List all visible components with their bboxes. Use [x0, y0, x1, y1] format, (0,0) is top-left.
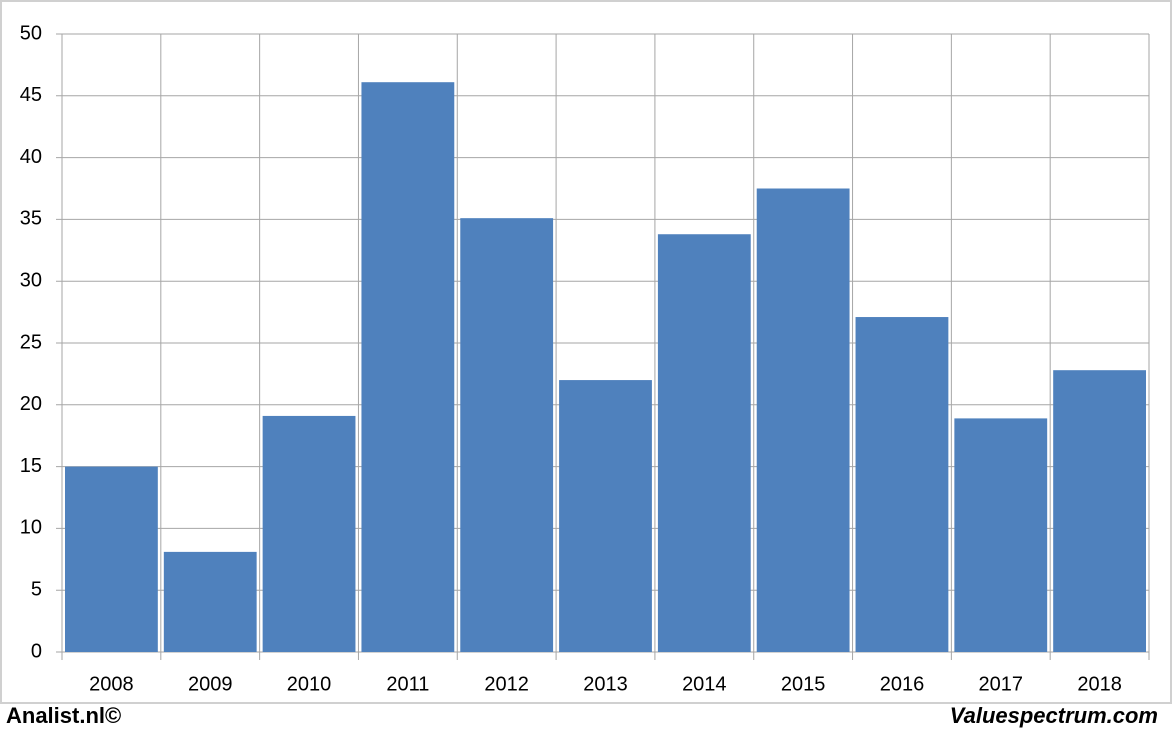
x-tick-label: 2014 [682, 673, 727, 695]
bar [855, 317, 949, 652]
bar [756, 188, 850, 652]
y-tick-label: 10 [20, 517, 42, 539]
x-tick-label: 2017 [979, 673, 1024, 695]
footer-left: Analist.nl© [6, 703, 121, 728]
footer-right: Valuespectrum.com [950, 703, 1158, 728]
bar [559, 380, 652, 652]
bar [163, 551, 257, 652]
y-tick-label: 20 [20, 393, 42, 415]
x-tick-label: 2012 [484, 673, 529, 695]
x-tick-label: 2011 [386, 673, 429, 695]
bar [460, 218, 554, 652]
y-tick-label: 0 [31, 640, 42, 662]
y-tick-label: 35 [20, 208, 42, 230]
y-tick-label: 50 [20, 22, 42, 44]
y-tick-label: 40 [20, 146, 42, 168]
bar [262, 415, 356, 652]
y-tick-label: 5 [31, 578, 42, 600]
x-tick-label: 2009 [188, 673, 233, 695]
bar [1053, 370, 1146, 652]
x-tick-label: 2010 [287, 673, 332, 695]
bar [657, 234, 751, 652]
y-tick-label: 45 [20, 84, 42, 106]
bar [361, 82, 455, 653]
x-tick-label: 2015 [781, 673, 826, 695]
x-tick-label: 2018 [1077, 673, 1122, 695]
y-tick-label: 30 [20, 269, 42, 291]
bar [65, 466, 158, 652]
x-tick-label: 2008 [89, 673, 134, 695]
y-tick-label: 15 [20, 455, 42, 477]
x-tick-label: 2013 [583, 673, 628, 695]
bar [954, 418, 1048, 652]
x-tick-label: 2016 [880, 673, 925, 695]
y-tick-label: 25 [20, 331, 42, 353]
